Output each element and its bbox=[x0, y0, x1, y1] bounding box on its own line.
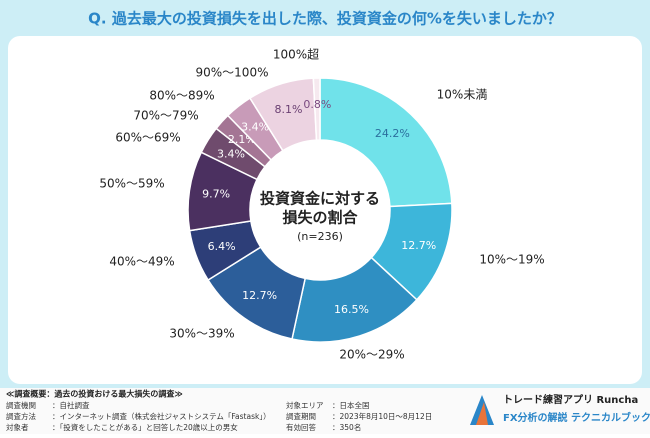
category-label: 10%〜19% bbox=[479, 253, 544, 267]
value-label: 3.4% bbox=[217, 147, 245, 160]
donut-slice bbox=[319, 77, 453, 208]
brand-sub: FX分析の解説 テクニカルブック bbox=[503, 411, 650, 424]
footer-label: 調査機関 bbox=[6, 400, 36, 410]
footer-value: ：「投資をしたことがある」と回答した20歳以上の男女 bbox=[52, 422, 238, 432]
category-label: 80%〜89% bbox=[149, 89, 214, 103]
value-label: 6.4% bbox=[208, 240, 236, 253]
value-label: 8.1% bbox=[275, 103, 303, 116]
category-label: 10%未満 bbox=[437, 88, 488, 102]
logo bbox=[476, 402, 488, 425]
chart-title: Q. 過去最大の投資損失を出した際、投資資金の何%を失いましたか？ bbox=[88, 10, 562, 28]
footer-value: ：インターネット調査（株式会社ジャストシステム「Fastask」） bbox=[52, 411, 271, 421]
footer-label: 対象者 bbox=[6, 422, 29, 432]
category-label: 50%〜59% bbox=[99, 177, 164, 191]
footer-label: 有効回答 bbox=[286, 422, 316, 432]
footer-value: ：自社調査 bbox=[52, 400, 90, 410]
value-label: 12.7% bbox=[242, 289, 277, 302]
category-label: 30%〜39% bbox=[169, 327, 234, 341]
footer-value: ：2023年8月10日〜8月12日 bbox=[332, 411, 432, 421]
footer-value: ：350名 bbox=[332, 422, 361, 432]
category-label: 90%〜100% bbox=[196, 66, 269, 80]
footer-label: 調査期間 bbox=[286, 411, 316, 421]
center-text: (n=236) bbox=[297, 230, 343, 243]
brand: トレード練習アプリ Runcha bbox=[503, 393, 638, 406]
footer-value: ：日本全国 bbox=[332, 400, 370, 410]
value-label: 16.5% bbox=[334, 303, 369, 316]
category-label: 70%〜79% bbox=[133, 109, 198, 123]
footer-bg bbox=[0, 388, 650, 434]
category-label: 100%超 bbox=[273, 47, 319, 62]
footer-heading: ≪調査概要：過去の投資おける最大損失の調査≫ bbox=[6, 389, 183, 399]
value-label: 9.7% bbox=[202, 188, 230, 201]
center-text: 投資資金に対する bbox=[260, 190, 380, 208]
value-label: 12.7% bbox=[401, 239, 436, 252]
panel bbox=[8, 36, 642, 384]
value-label: 0.8% bbox=[303, 98, 331, 111]
center-text: 損失の割合 bbox=[282, 209, 358, 227]
donut-slice bbox=[312, 77, 321, 141]
value-label: 24.2% bbox=[375, 127, 410, 140]
category-label: 20%〜29% bbox=[339, 348, 404, 362]
value-label: 3.4% bbox=[241, 120, 269, 133]
footer-label: 対象エリア bbox=[286, 400, 324, 410]
category-label: 40%〜49% bbox=[109, 255, 174, 269]
donut: 24.2% 10%未満 12.7% 10%〜19% 16.5% 20%〜29% 12.7% 3… bbox=[99, 47, 544, 362]
category-label: 60%〜69% bbox=[115, 131, 180, 145]
footer-label: 調査方法 bbox=[6, 411, 36, 421]
